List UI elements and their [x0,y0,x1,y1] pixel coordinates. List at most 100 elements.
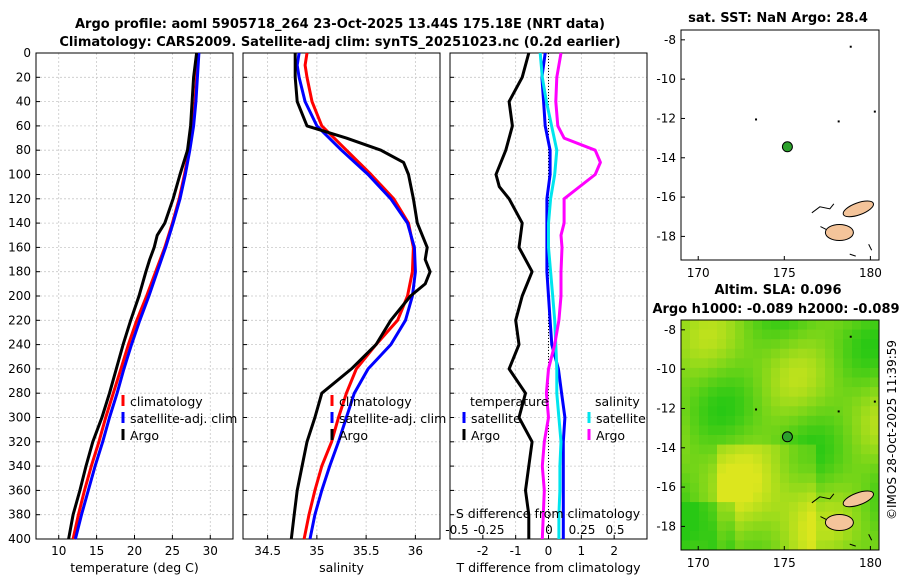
map-y-tick-label: -12 [656,401,676,415]
heatmap-cell [789,511,799,522]
heatmap-cell [798,320,808,331]
heatmap-cell [753,425,763,436]
heatmap-cell [699,415,709,426]
heatmap-cell [861,463,871,474]
heatmap-cell [870,473,880,484]
heatmap-cell [807,339,817,350]
heatmap-cell [789,492,799,503]
heatmap-cell [726,482,736,493]
heatmap-cell [861,473,871,484]
heatmap-cell [816,473,826,484]
heatmap-cell [816,396,826,407]
heatmap-cell [726,320,736,331]
heatmap-cell [699,367,709,378]
heatmap-cell [825,377,835,388]
heatmap-cell [798,530,808,541]
sst-map: -8 -10 -12 -14 -16 -18 170 175 180 [656,29,882,280]
heatmap-cell [834,358,844,369]
heatmap-cell [807,435,817,446]
heatmap-cell [870,530,880,541]
heatmap-cell [816,358,826,369]
heatmap-cell [870,482,880,493]
heatmap-cell [816,454,826,465]
heatmap-cell [699,435,709,446]
heatmap-cell [762,396,772,407]
heatmap-cell [825,320,835,331]
heatmap-cell [807,367,817,378]
heatmap-cell [852,540,862,551]
heatmap-cell [816,530,826,541]
heatmap-cell [744,444,754,455]
heatmap-cell [834,435,844,446]
heatmap-cell [825,454,835,465]
heatmap-cell [852,396,862,407]
heatmap-cell [771,358,781,369]
heatmap-cell [807,454,817,465]
map-y-tick-label: -12 [656,111,676,125]
copyright-label: ©IMOS 28-Oct-2025 11:39:59 [885,340,899,520]
heatmap-cell [825,425,835,436]
small-island [837,120,840,123]
heatmap-cell [726,511,736,522]
heatmap-cell [780,320,790,331]
header-line-1: Argo profile: aoml 5905718_264 23-Oct-20… [75,17,605,32]
heatmap-cell [726,367,736,378]
heatmap-cell [798,435,808,446]
heatmap-cell [861,320,871,331]
heatmap-cell [726,502,736,513]
heatmap-cell [753,473,763,484]
top-x-tick-label: 0.25 [569,523,596,537]
heatmap-cell [789,435,799,446]
heatmap-cell [726,425,736,436]
x-tick-label: 34.5 [254,544,281,558]
heatmap-cell [816,387,826,398]
heatmap-cell [735,454,745,465]
heatmap-cell [816,329,826,340]
heatmap-cell [690,387,700,398]
heatmap-cell [798,396,808,407]
heatmap-cell [798,454,808,465]
heatmap-cell [708,387,718,398]
heatmap-cell [690,377,700,388]
heatmap-cell [762,454,772,465]
x-tick-label: 10 [51,544,66,558]
heatmap-cell [744,329,754,340]
heatmap-cell [852,511,862,522]
heatmap-cell [717,329,727,340]
heatmap-cell [708,454,718,465]
heatmap-cell [690,406,700,417]
heatmap-cell [789,348,799,359]
sla-map: -8 -10 -12 -14 -16 -18 170 175 180 [656,319,882,570]
heatmap-cell [807,444,817,455]
heatmap-cell [726,521,736,532]
top-x-axis-label: S difference from climatology [456,506,641,521]
heatmap-cell [717,463,727,474]
heatmap-cell [816,406,826,417]
legend-label: satellite-adj. clim [339,411,446,426]
heatmap-cell [780,502,790,513]
heatmap-cell [681,415,691,426]
heatmap-cell [780,454,790,465]
heatmap-cell [870,329,880,340]
legend-label: satellite [596,411,646,426]
heatmap-cell [798,387,808,398]
heatmap-cell [870,406,880,417]
heatmap-cell [690,339,700,350]
heatmap-cell [861,425,871,436]
heatmap-cell [789,444,799,455]
heatmap-cell [861,521,871,532]
heatmap-cell [852,387,862,398]
heatmap-cell [735,377,745,388]
heatmap-cell [861,482,871,493]
heatmap-cell [762,463,772,474]
heatmap-cell [681,367,691,378]
heatmap-cell [753,415,763,426]
heatmap-cell [717,406,727,417]
heatmap-cell [690,511,700,522]
heatmap-cell [771,540,781,551]
heatmap-cell [744,425,754,436]
heatmap-cell [861,502,871,513]
heatmap-cell [708,463,718,474]
heatmap-cell [735,367,745,378]
temperature-panel: 0 20 40 60 80 100 120 140 160 180 200 220 240 260 280 3… [8,46,237,575]
